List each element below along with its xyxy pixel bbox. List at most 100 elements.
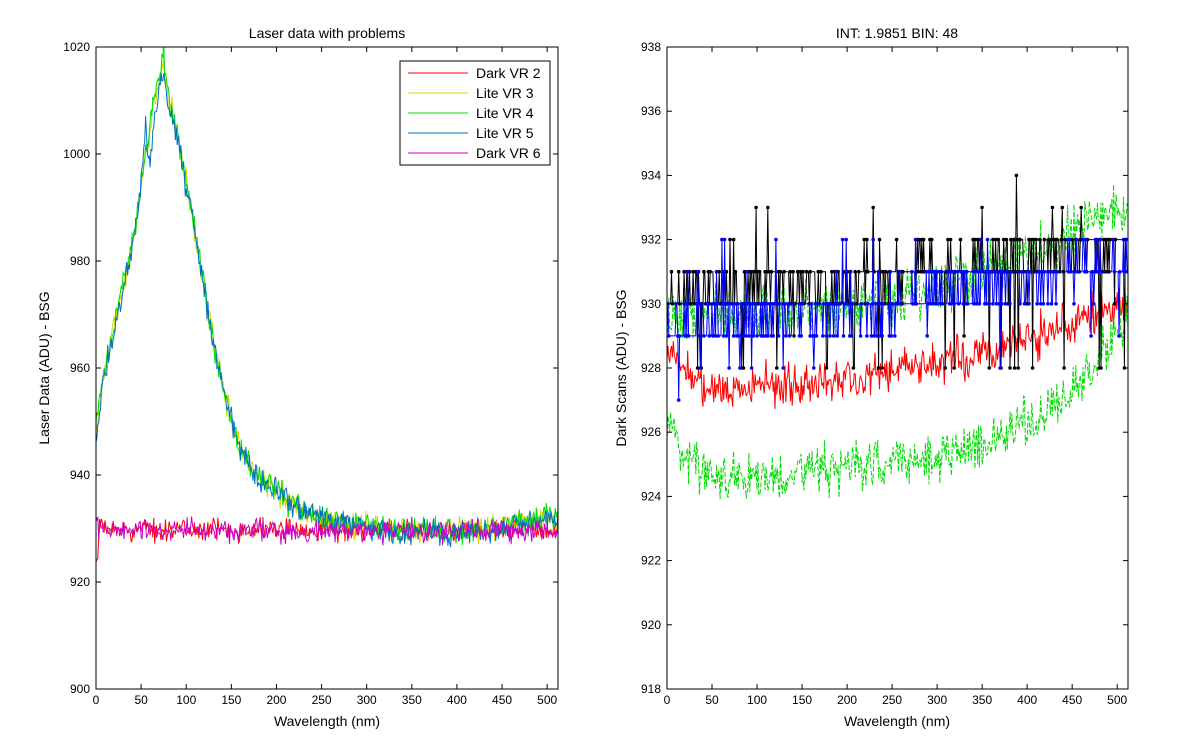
series-marker	[857, 269, 861, 274]
y-tick-label: 924	[641, 489, 661, 503]
series-marker	[1009, 237, 1013, 242]
legend-label: Dark VR 2	[476, 65, 541, 81]
series-marker	[790, 302, 794, 306]
x-tick-label: 150	[792, 693, 812, 707]
series-marker	[772, 302, 776, 306]
series-marker	[821, 302, 826, 306]
series-marker	[980, 269, 984, 274]
series-marker	[965, 302, 970, 306]
series-marker	[998, 366, 1002, 370]
series-marker	[876, 366, 881, 370]
series-marker	[866, 269, 870, 274]
series-marker	[935, 302, 939, 306]
x-tick-label: 150	[221, 693, 241, 707]
legend-label: Lite VR 5	[476, 125, 534, 141]
series-line-dark-vr-6	[96, 516, 558, 546]
series-marker	[1020, 269, 1024, 274]
series-marker	[877, 237, 882, 242]
y-tick-label: 926	[641, 425, 661, 439]
y-tick-label: 1000	[63, 147, 90, 161]
series-marker	[1031, 237, 1036, 242]
series-marker	[898, 302, 902, 306]
series-group	[96, 47, 558, 562]
series-marker	[676, 269, 681, 274]
chart-laser-data: Laser data with problems 0 50 100 150 200 250…	[36, 25, 559, 729]
series-marker	[702, 269, 706, 274]
series-marker	[1011, 237, 1016, 242]
x-tick-label: 100	[747, 693, 767, 707]
x-tick-label: 400	[447, 693, 467, 707]
series-marker	[819, 269, 823, 274]
series-marker	[1125, 269, 1128, 274]
series-marker	[980, 205, 984, 210]
series-marker	[1003, 302, 1008, 306]
series-marker	[866, 302, 870, 306]
series-marker	[825, 302, 830, 306]
y-tick-label: 980	[70, 254, 90, 268]
series-marker	[992, 269, 997, 274]
series-marker	[697, 334, 702, 338]
series-marker	[1050, 205, 1055, 210]
series-marker	[1034, 237, 1038, 242]
series-marker	[702, 334, 706, 338]
series-marker	[1075, 269, 1080, 274]
series-marker	[798, 269, 803, 274]
x-axis-label: Wavelength (nm)	[844, 713, 950, 729]
series-marker	[1038, 237, 1042, 242]
series-marker	[913, 237, 918, 242]
series-marker	[1000, 302, 1004, 306]
series-marker	[1112, 302, 1117, 306]
series-marker	[799, 334, 803, 338]
series-marker	[750, 302, 755, 306]
series-marker	[775, 302, 779, 306]
series-marker	[974, 269, 978, 274]
series-marker	[776, 334, 781, 338]
series-group	[667, 173, 1128, 500]
y-tick-label: 920	[70, 575, 90, 589]
series-marker	[736, 302, 740, 306]
series-marker	[1108, 237, 1112, 242]
series-marker	[1073, 269, 1077, 274]
series-marker	[1001, 269, 1005, 274]
legend-label: Dark VR 6	[476, 145, 541, 161]
series-marker	[837, 302, 841, 306]
series-marker	[958, 237, 963, 242]
series-marker	[801, 269, 805, 274]
legend-label: Lite VR 4	[476, 105, 534, 121]
series-marker	[695, 366, 700, 370]
series-marker	[1072, 302, 1076, 306]
series-marker	[894, 237, 899, 242]
series-marker	[881, 302, 885, 306]
series-marker	[871, 237, 875, 242]
series-marker	[766, 205, 770, 210]
series-marker	[880, 334, 884, 338]
series-line-0	[667, 287, 1128, 409]
series-marker	[738, 366, 742, 370]
y-tick-label: 928	[641, 361, 661, 375]
series-marker	[973, 237, 977, 242]
x-tick-label: 100	[176, 693, 196, 707]
series-marker	[1004, 269, 1009, 274]
series-marker	[741, 366, 746, 370]
series-marker	[821, 334, 825, 338]
series-marker	[975, 237, 980, 242]
series-marker	[976, 269, 981, 274]
series-marker	[851, 366, 856, 370]
series-marker	[1054, 302, 1058, 306]
series-marker	[1037, 269, 1041, 274]
series-marker	[1055, 237, 1059, 242]
series-marker	[757, 269, 762, 274]
series-marker	[762, 302, 766, 306]
x-axis-label: Wavelength (nm)	[274, 713, 380, 729]
series-marker	[731, 237, 736, 242]
series-marker	[1059, 237, 1064, 242]
series-marker	[972, 302, 976, 306]
legend-label: Lite VR 3	[476, 85, 534, 101]
y-axis-label: Laser Data (ADU) - BSG	[36, 291, 52, 444]
series-marker	[766, 269, 771, 274]
series-marker	[1027, 237, 1031, 242]
series-marker	[800, 302, 804, 306]
series-marker	[731, 334, 736, 338]
series-marker	[1084, 269, 1089, 274]
